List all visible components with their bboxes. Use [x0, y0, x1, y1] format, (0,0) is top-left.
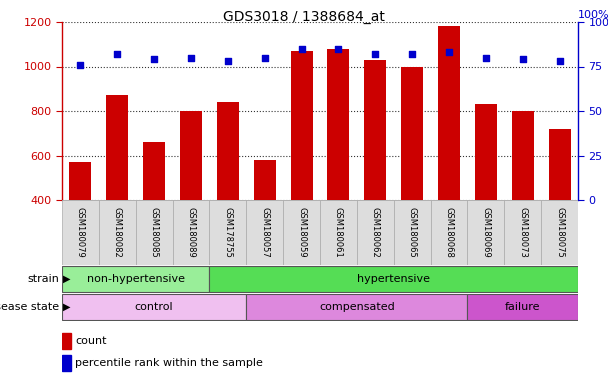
Text: GSM180073: GSM180073 [518, 207, 527, 258]
Text: disease state: disease state [0, 302, 59, 312]
Bar [357, 200, 394, 265]
Text: count: count [75, 336, 106, 346]
Bar [69, 162, 91, 200]
Bar [401, 66, 423, 200]
Bar [143, 142, 165, 200]
Point [370, 51, 380, 57]
Bar [180, 111, 202, 200]
Bar [62, 295, 246, 319]
Bar [136, 200, 173, 265]
Bar [99, 200, 136, 265]
Point [554, 58, 564, 64]
Point [334, 46, 344, 52]
Text: control: control [135, 302, 173, 312]
Bar [512, 111, 534, 200]
Bar [504, 200, 541, 265]
Point [297, 46, 306, 52]
Text: GSM180069: GSM180069 [482, 207, 491, 258]
Point [481, 55, 491, 61]
Bar [541, 200, 578, 265]
Bar [320, 200, 357, 265]
Bar [217, 102, 239, 200]
Text: ▶: ▶ [63, 274, 70, 284]
Point [112, 51, 122, 57]
Bar [291, 51, 313, 200]
Point [407, 51, 417, 57]
Text: GDS3018 / 1388684_at: GDS3018 / 1388684_at [223, 10, 385, 23]
Bar [246, 295, 468, 319]
Bar [173, 200, 209, 265]
Bar [246, 200, 283, 265]
Text: GSM180082: GSM180082 [113, 207, 122, 258]
Text: GSM180065: GSM180065 [407, 207, 416, 258]
Text: GSM180059: GSM180059 [297, 207, 306, 258]
Text: GSM180062: GSM180062 [371, 207, 380, 258]
Bar [430, 200, 468, 265]
Bar [106, 96, 128, 200]
Point [444, 49, 454, 55]
Bar [209, 200, 246, 265]
Point [150, 56, 159, 63]
Text: hypertensive: hypertensive [358, 274, 430, 284]
Text: failure: failure [505, 302, 541, 312]
Text: compensated: compensated [319, 302, 395, 312]
Bar [62, 333, 71, 349]
Text: strain: strain [27, 274, 59, 284]
Text: GSM180089: GSM180089 [187, 207, 196, 258]
Point [260, 55, 269, 61]
Text: GSM180085: GSM180085 [150, 207, 159, 258]
Bar [327, 49, 350, 200]
Text: GSM180057: GSM180057 [260, 207, 269, 258]
Text: GSM180068: GSM180068 [444, 207, 454, 258]
Bar [468, 295, 578, 319]
Bar [254, 160, 276, 200]
Text: GSM180075: GSM180075 [555, 207, 564, 258]
Bar [62, 266, 209, 291]
Bar [468, 200, 504, 265]
Bar [62, 356, 71, 371]
Bar [438, 26, 460, 200]
Point [186, 55, 196, 61]
Text: 100%: 100% [578, 10, 608, 20]
Bar [475, 104, 497, 200]
Text: GSM180079: GSM180079 [76, 207, 85, 258]
Text: ▶: ▶ [63, 302, 70, 312]
Text: non-hypertensive: non-hypertensive [87, 274, 185, 284]
Bar [283, 200, 320, 265]
Text: percentile rank within the sample: percentile rank within the sample [75, 358, 263, 368]
Bar [548, 129, 571, 200]
Bar [394, 200, 430, 265]
Point [75, 62, 85, 68]
Text: GSM180061: GSM180061 [334, 207, 343, 258]
Point [518, 56, 528, 63]
Bar [364, 60, 386, 200]
Bar [209, 266, 578, 291]
Text: GSM178755: GSM178755 [223, 207, 232, 258]
Bar [62, 200, 99, 265]
Point [223, 58, 233, 64]
